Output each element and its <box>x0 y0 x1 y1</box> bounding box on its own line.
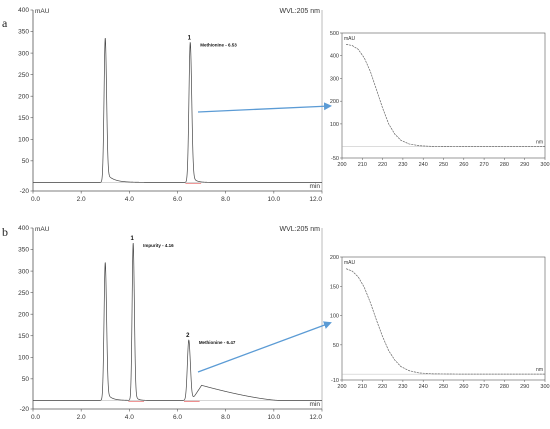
panel-b-chrom-y-unit: mAU <box>35 226 50 233</box>
panel-b-chrom-y-tick-label: 50 <box>22 376 30 383</box>
panel-a-chrom-y-tick-label: 400 <box>18 7 29 14</box>
panel-a-spectrum-x-tick-label: 220 <box>378 162 387 168</box>
panel-a-spectrum-y-tick-label: 200 <box>330 99 339 105</box>
panel-b-chrom-x-tick-label: 2.0 <box>77 414 86 421</box>
panel-a-chrom-y-tick-label: 350 <box>18 29 29 36</box>
panel-b-spectrum-y-tick-label: 200 <box>330 255 339 261</box>
panel-b-spectrum-y-tick-label: -10 <box>331 378 339 384</box>
panel-b-chrom-y-tick-label: -20 <box>20 406 30 413</box>
panel-a-spectrum-y-tick-label: 100 <box>330 122 339 128</box>
panel-b-spectrum-x-tick-label: 230 <box>398 384 407 390</box>
panel-a-chrom-y-tick-label: 200 <box>18 93 29 100</box>
panel-b-chrom-x-tick-label: 4.0 <box>125 414 134 421</box>
panel-a-letter: a <box>2 16 8 30</box>
panel-a-chrom-x-tick-label: 0.0 <box>31 196 40 203</box>
panel-b-spectrum-x-tick-label: 270 <box>480 384 489 390</box>
panel-b-peak-number: 1 <box>131 236 135 242</box>
panel-a-chrom-y-tick-label: 100 <box>18 136 29 143</box>
panel-b-letter: b <box>2 225 8 239</box>
panel-b-peak-label: Impurity - 4.16 <box>143 243 174 248</box>
panel-a-spectrum-y-tick-label: 500 <box>330 31 339 37</box>
panel-a-chrom-x-tick-label: 2.0 <box>77 196 86 203</box>
panel-b-chrom-x-tick-label: 0.0 <box>31 414 40 421</box>
panel-a-peak-label: Methionine - 6.53 <box>200 42 237 47</box>
panel-b-chromatogram-trace <box>33 243 322 401</box>
panel-a-spectrum-x-tick-label: 210 <box>358 162 367 168</box>
panel-b-spectrum-x-tick-label: 300 <box>540 384 549 390</box>
panel-a-chrom-x-tick-label: 12.0 <box>309 196 322 203</box>
panel-b-chrom-y-tick-label: 150 <box>18 333 29 340</box>
panel-a-chrom-y-tick-label: 300 <box>18 50 29 57</box>
panel-a-spectrum-x-tick-label: 200 <box>337 162 346 168</box>
panel-b-wavelength-label: WVL:205 nm <box>280 226 321 233</box>
panel-a-spectrum-x-tick-label: 230 <box>398 162 407 168</box>
panel-a-chrom-x-tick-label: 4.0 <box>125 196 134 203</box>
panel-a-spectrum-trace <box>345 44 545 147</box>
panel-a-chrom-x-tick-label: 10.0 <box>268 196 281 203</box>
panel-a-chrom-y-tick-label: 250 <box>18 72 29 79</box>
panel-b-spectrum-x-tick-label: 220 <box>378 384 387 390</box>
panel-a-spectrum-y-unit: mAU <box>344 36 356 42</box>
panel-b-chrom-y-tick-label: 250 <box>18 290 29 297</box>
panel-b-spectrum-trace <box>345 268 545 375</box>
panel-b-spectrum-x-tick-label: 240 <box>419 384 428 390</box>
panel-b-chrom-y-tick-label: 100 <box>18 354 29 361</box>
panel-b: b0.0 2.0 4.0 6.0 8.0 10.0 12.0-205010015020025… <box>2 225 550 421</box>
panel-b-peak-label: Methionine - 6.47 <box>199 340 236 345</box>
panel-a-spectrum-x-tick-label: 300 <box>540 162 549 168</box>
panel-b-chrom-y-tick-label: 300 <box>18 268 29 275</box>
panel-a-spectrum-frame <box>341 32 546 159</box>
panel-a-spectrum-x-tick-label: 250 <box>439 162 448 168</box>
panel-b-spectrum-frame <box>341 256 546 381</box>
panel-b-chrom-x-tick-label: 6.0 <box>173 414 182 421</box>
panel-b-chrom-y-tick-label: 400 <box>18 225 29 232</box>
panel-a-spectrum-x-tick-label: 260 <box>459 162 468 168</box>
panel-b-chrom-x-unit: min <box>310 401 321 408</box>
panel-b-spectrum-x-tick-label: 210 <box>358 384 367 390</box>
panel-b-chrom-x-tick-label: 8.0 <box>221 414 230 421</box>
panel-b-chrom-x-tick-label: 12.0 <box>309 414 322 421</box>
panel-a-wavelength-label: WVL:205 nm <box>280 8 321 15</box>
panel-b-spectrum-x-unit: nm <box>536 367 543 373</box>
panel-b-chrom-y-tick-label: 200 <box>18 311 29 318</box>
panel-a: a 0.0 2.0 4.0 6.0 8.0 10.0 12.0 -20 50 100 150 200 25… <box>2 7 550 203</box>
panel-a-chrom-y-tick-label: 50 <box>22 158 30 165</box>
panel-b-spectrum-y-unit: mAU <box>344 260 356 266</box>
panel-a-spectrum-y-tick-label: -50 <box>331 156 339 162</box>
panel-a-spectrum-y-tick-label: 400 <box>330 54 339 60</box>
panel-a-chrom-y-unit: mAU <box>35 8 50 15</box>
panel-a-spectrum-x-tick-label: 290 <box>520 162 529 168</box>
panel-b-chrom-x-tick-label: 10.0 <box>268 414 281 421</box>
panel-a-chrom-y-tick-label: -20 <box>20 188 30 195</box>
panel-a-spectrum-x-tick-label: 270 <box>480 162 489 168</box>
panel-a-peak-number: 1 <box>188 35 192 41</box>
panel-a-chrom-x-tick-label: 6.0 <box>173 196 182 203</box>
panel-b-arrow <box>197 321 332 373</box>
panel-b-peak-number: 2 <box>186 333 190 339</box>
panel-a-spectrum-x-tick-label: 280 <box>500 162 509 168</box>
panel-b-spectrum-y-tick-label: 100 <box>330 314 339 320</box>
panel-a-spectrum-x-unit: nm <box>536 140 543 146</box>
panel-b-spectrum-x-tick-label: 290 <box>520 384 529 390</box>
panel-b-spectrum-x-tick-label: 280 <box>500 384 509 390</box>
panel-a-arrow <box>197 102 332 113</box>
panel-b-spectrum-x-tick-label: 200 <box>337 384 346 390</box>
panel-b-spectrum-x-tick-label: 250 <box>439 384 448 390</box>
panel-b-spectrum-x-tick-label: 260 <box>459 384 468 390</box>
panel-a-chromatogram-trace <box>33 37 322 183</box>
panel-a-spectrum-x-tick-label: 240 <box>419 162 428 168</box>
panel-a-chrom-x-unit: min <box>310 183 321 190</box>
panel-b-spectrum-y-tick-label: 50 <box>333 343 339 349</box>
panel-a-chrom-x-tick-label: 8.0 <box>221 196 230 203</box>
panel-a-chrom-y-tick-label: 150 <box>18 115 29 122</box>
panel-b-chrom-y-tick-label: 350 <box>18 247 29 254</box>
panel-b-spectrum-y-tick-label: 150 <box>330 284 339 290</box>
panel-a-spectrum-y-tick-label: 300 <box>330 76 339 82</box>
